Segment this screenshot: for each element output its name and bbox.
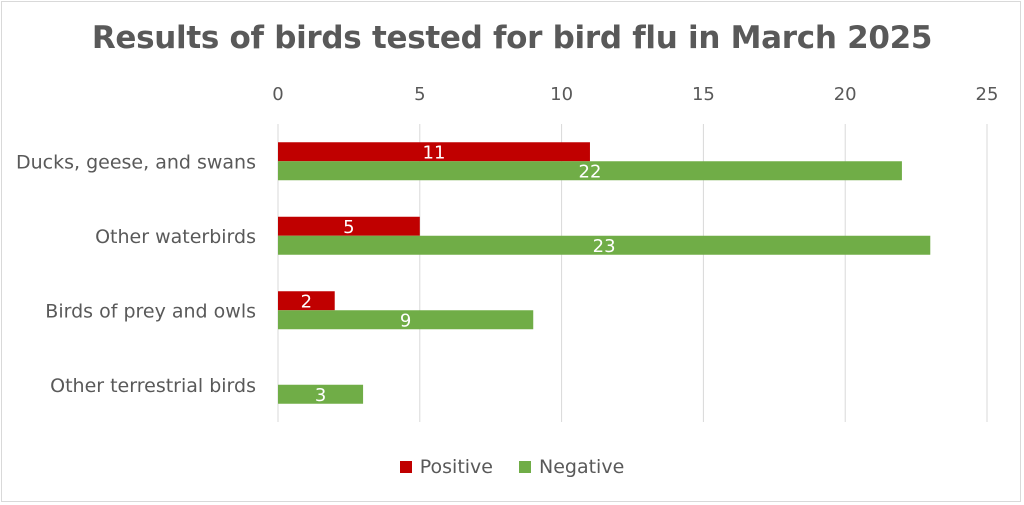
legend-item-negative: Negative	[518, 456, 625, 478]
chart-title: Results of birds tested for bird flu in …	[91, 20, 933, 56]
legend-swatch-positive	[399, 461, 412, 473]
legend-label-positive: Positive	[419, 456, 493, 478]
category-label: Ducks, geese, and swans	[16, 151, 256, 173]
x-tick-label: 5	[414, 84, 425, 105]
bar-negative	[278, 161, 902, 181]
legend-item-positive: Positive	[399, 456, 493, 478]
bar-negative	[278, 384, 364, 404]
data-label: 5	[343, 217, 354, 238]
data-label: 22	[579, 161, 602, 182]
bar-positive	[278, 216, 420, 236]
legend-label-negative: Negative	[538, 456, 625, 478]
x-tick-label: 25	[976, 84, 999, 105]
x-tick-label: 20	[834, 84, 857, 105]
data-label: 2	[301, 291, 312, 312]
data-label: 11	[423, 142, 446, 163]
bar-positive	[278, 291, 335, 311]
data-label: 23	[593, 236, 616, 257]
category-label: Other terrestrial birds	[50, 375, 256, 397]
legend: Positive Negative	[0, 456, 1024, 478]
bar-negative	[278, 310, 534, 330]
legend-swatch-negative	[518, 461, 531, 473]
category-label: Birds of prey and owls	[45, 300, 256, 322]
bar-positive	[278, 142, 590, 162]
category-label: Other waterbirds	[95, 226, 256, 248]
x-tick-label: 10	[550, 84, 573, 105]
x-tick-label: 15	[692, 84, 715, 105]
bar-negative	[278, 235, 931, 255]
x-tick-label: 0	[272, 84, 283, 105]
data-label: 9	[400, 310, 411, 331]
data-label: 3	[315, 385, 326, 406]
